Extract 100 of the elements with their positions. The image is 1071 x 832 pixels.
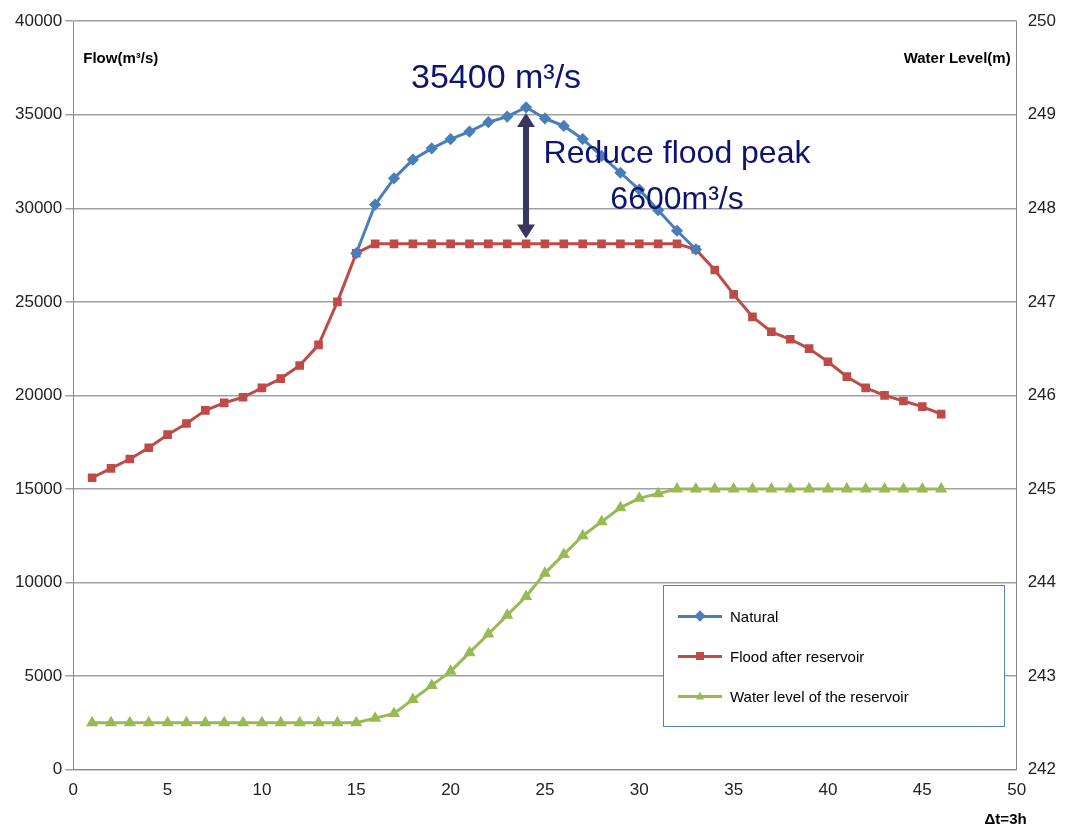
point	[899, 396, 908, 406]
point	[276, 374, 286, 383]
y2-axis-title: Water Level(m)	[903, 49, 1011, 67]
point	[917, 402, 927, 411]
y-axis-title: Flow(m³/s)	[83, 49, 159, 67]
point	[125, 454, 135, 464]
x-tick-label: 35	[724, 780, 744, 800]
point	[747, 483, 758, 493]
x-tick-label: 20	[441, 780, 461, 800]
point	[540, 239, 550, 249]
point	[502, 239, 512, 249]
x-tick-label: 25	[535, 780, 555, 800]
legend-label: Flood after reservoir	[730, 647, 865, 665]
point	[898, 483, 909, 493]
x-tick-label: 15	[346, 780, 366, 800]
y2-tick-label: 245	[1027, 478, 1057, 498]
point	[483, 628, 494, 638]
x-tick-label: 45	[912, 780, 932, 800]
point	[389, 239, 399, 249]
point	[671, 225, 683, 237]
point	[634, 492, 645, 502]
point	[842, 372, 852, 382]
annotation: 35400 m³/s	[411, 56, 582, 95]
point	[370, 712, 381, 722]
point	[370, 239, 380, 249]
point	[388, 172, 400, 184]
point	[785, 334, 795, 344]
point	[144, 443, 154, 453]
x-tick-label: 0	[68, 780, 79, 800]
point	[634, 239, 644, 249]
point	[672, 483, 682, 493]
point	[748, 312, 757, 322]
point	[238, 392, 248, 402]
point	[767, 327, 776, 337]
point	[501, 111, 513, 123]
point	[690, 483, 701, 493]
point	[502, 609, 513, 619]
y-tick-label: 30000	[14, 197, 63, 217]
point	[463, 126, 475, 138]
point	[785, 483, 796, 493]
point	[936, 409, 946, 419]
point	[558, 548, 569, 558]
point	[106, 717, 116, 727]
point	[407, 693, 418, 703]
y2-tick-label: 246	[1027, 385, 1057, 405]
point	[219, 398, 229, 408]
legend-label: Natural	[730, 607, 779, 625]
x-tick-label: 10	[252, 780, 272, 800]
y2-tick-label: 243	[1027, 665, 1057, 685]
y-tick-label: 10000	[14, 572, 63, 592]
point	[389, 707, 399, 717]
point	[804, 483, 815, 493]
point	[558, 120, 570, 132]
x-tick-label: 5	[162, 780, 173, 800]
point	[841, 483, 852, 493]
point	[879, 483, 890, 493]
point	[597, 239, 606, 249]
x-tick-label: 50	[1007, 780, 1027, 800]
point	[87, 473, 97, 483]
x-axis-title: Δt=3h	[984, 809, 1027, 827]
point	[445, 665, 456, 675]
point	[653, 239, 663, 249]
point	[559, 239, 569, 249]
point	[257, 383, 267, 393]
point	[614, 167, 626, 179]
point	[445, 133, 457, 145]
point	[539, 112, 551, 124]
point	[823, 357, 833, 367]
point	[426, 142, 438, 154]
legend-label: Water level of the reservoir	[730, 687, 909, 705]
point	[482, 116, 494, 128]
point	[369, 199, 381, 211]
point	[728, 483, 739, 493]
point	[729, 290, 738, 299]
point	[710, 265, 720, 275]
point	[333, 297, 342, 307]
point	[823, 483, 833, 493]
y-tick-label: 5000	[24, 665, 63, 685]
y2-tick-label: 244	[1027, 572, 1057, 592]
point	[539, 567, 550, 577]
point	[163, 430, 172, 440]
point	[408, 239, 418, 249]
point	[106, 464, 116, 473]
point	[465, 239, 474, 249]
point	[616, 239, 625, 249]
point	[860, 483, 871, 493]
y-tick-label: 0	[52, 759, 63, 779]
point	[917, 483, 928, 493]
point	[426, 679, 437, 689]
point	[709, 483, 720, 493]
y2-tick-label: 242	[1027, 759, 1057, 779]
y-tick-label: 20000	[14, 385, 63, 405]
point	[201, 406, 210, 415]
point	[427, 239, 437, 249]
y2-tick-label: 248	[1027, 197, 1057, 217]
point	[520, 101, 532, 113]
y2-tick-label: 247	[1027, 291, 1057, 311]
point	[578, 239, 588, 249]
point	[314, 340, 323, 350]
y2-tick-label: 249	[1027, 104, 1057, 124]
